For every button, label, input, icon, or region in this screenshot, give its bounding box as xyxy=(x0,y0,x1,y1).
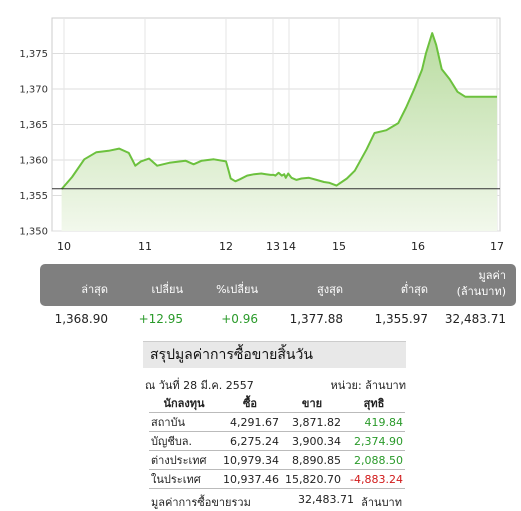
y-tick-label: 1,360 xyxy=(19,156,48,167)
table-row: ในประเทศ 10,937.46 15,820.70 -4,883.24 xyxy=(149,469,405,489)
row-buy: 10,979.34 xyxy=(219,450,281,470)
trade-summary-title: สรุปมูลค่าการซื้อขายสิ้นวัน xyxy=(143,341,406,368)
col-net: สุทธิ xyxy=(343,394,405,413)
x-tick-label: 15 xyxy=(332,240,346,253)
y-tick-label: 1,350 xyxy=(19,227,48,238)
x-tick-label: 14 xyxy=(282,240,296,253)
price-area xyxy=(61,33,497,231)
row-investor: บัญชีบล. xyxy=(149,431,219,451)
row-buy: 6,275.24 xyxy=(219,431,281,451)
table-row: สถาบัน 4,291.67 3,871.82 419.84 xyxy=(149,412,405,432)
header-value: มูลค่า (ล้านบาท) xyxy=(446,268,506,300)
y-tick-label: 1,365 xyxy=(19,120,48,131)
x-tick-label: 17 xyxy=(490,240,504,253)
total-unit: ล้านบาท xyxy=(361,496,402,509)
header-change: เปลี่ยน xyxy=(151,283,183,296)
trade-table: นักลงทุน ซื้อ ขาย สุทธิ สถาบัน 4,291.67 … xyxy=(149,394,405,489)
row-buy: 4,291.67 xyxy=(219,412,281,432)
value-pct-change: +0.96 xyxy=(221,312,258,326)
row-investor: ในประเทศ xyxy=(149,469,219,489)
header-pct-change: %เปลี่ยน xyxy=(216,283,258,296)
trade-date: ณ วันที่ 28 มี.ค. 2557 xyxy=(145,379,254,392)
row-investor: ต่างประเทศ xyxy=(149,450,219,470)
table-row: บัญชีบล. 6,275.24 3,900.34 2,374.90 xyxy=(149,431,405,451)
value-last: 1,368.90 xyxy=(54,312,108,326)
y-tick-label: 1,375 xyxy=(19,49,48,60)
x-tick-label: 13 xyxy=(266,240,280,253)
header-value-line2: (ล้านบาท) xyxy=(456,285,506,298)
value-low: 1,355.97 xyxy=(374,312,428,326)
header-value-line1: มูลค่า xyxy=(478,269,506,282)
col-buy: ซื้อ xyxy=(219,394,281,413)
x-tick-label: 12 xyxy=(219,240,233,253)
row-buy: 10,937.46 xyxy=(219,469,281,489)
value-high: 1,377.88 xyxy=(289,312,343,326)
x-tick-label: 11 xyxy=(138,240,152,253)
x-tick-label: 10 xyxy=(57,240,71,253)
table-row: ต่างประเทศ 10,979.34 8,890.85 2,088.50 xyxy=(149,450,405,470)
trade-summary: สรุปมูลค่าการซื้อขายสิ้นวัน ณ วันที่ 28 … xyxy=(143,341,406,509)
total-label: มูลค่าการซื้อขายรวม xyxy=(151,496,251,509)
y-tick-label: 1,355 xyxy=(19,191,48,202)
row-investor: สถาบัน xyxy=(149,412,219,432)
row-sell: 3,871.82 xyxy=(281,412,343,432)
row-sell: 3,900.34 xyxy=(281,431,343,451)
header-high: สูงสุด xyxy=(317,283,343,296)
row-sell: 8,890.85 xyxy=(281,450,343,470)
summary-header: ล่าสุด เปลี่ยน %เปลี่ยน สูงสุด ต่ำสุด มู… xyxy=(40,264,516,306)
price-line xyxy=(60,32,497,190)
row-net: 419.84 xyxy=(343,412,405,432)
trade-total: มูลค่าการซื้อขายรวม 32,483.71 ล้านบาท xyxy=(149,489,406,509)
trade-meta: ณ วันที่ 28 มี.ค. 2557 หน่วย: ล้านบาท xyxy=(143,368,406,394)
index-chart: 1,350 1,355 1,360 1,365 1,370 1,375 10 11 12 13 14… xyxy=(19,17,504,253)
col-investor: นักลงทุน xyxy=(149,394,219,413)
row-net: 2,374.90 xyxy=(343,431,405,451)
trade-unit: หน่วย: ล้านบาท xyxy=(330,379,406,392)
x-tick-label: 16 xyxy=(411,240,425,253)
col-sell: ขาย xyxy=(281,394,343,413)
intraday-chart-svg: 1,350 1,355 1,360 1,365 1,370 1,375 10 11 12 13 14… xyxy=(19,17,504,253)
value-total: 32,483.71 xyxy=(444,312,506,326)
total-value: 32,483.71 xyxy=(298,493,354,506)
row-net: -4,883.24 xyxy=(343,469,405,489)
trade-table-header: นักลงทุน ซื้อ ขาย สุทธิ xyxy=(149,394,405,413)
row-net: 2,088.50 xyxy=(343,450,405,470)
header-last: ล่าสุด xyxy=(81,283,108,296)
summary-values-row: 1,368.90 +12.95 +0.96 1,377.88 1,355.97 … xyxy=(40,308,516,330)
row-sell: 15,820.70 xyxy=(281,469,343,489)
value-change: +12.95 xyxy=(138,312,183,326)
header-low: ต่ำสุด xyxy=(400,283,428,296)
y-tick-label: 1,370 xyxy=(19,85,48,96)
